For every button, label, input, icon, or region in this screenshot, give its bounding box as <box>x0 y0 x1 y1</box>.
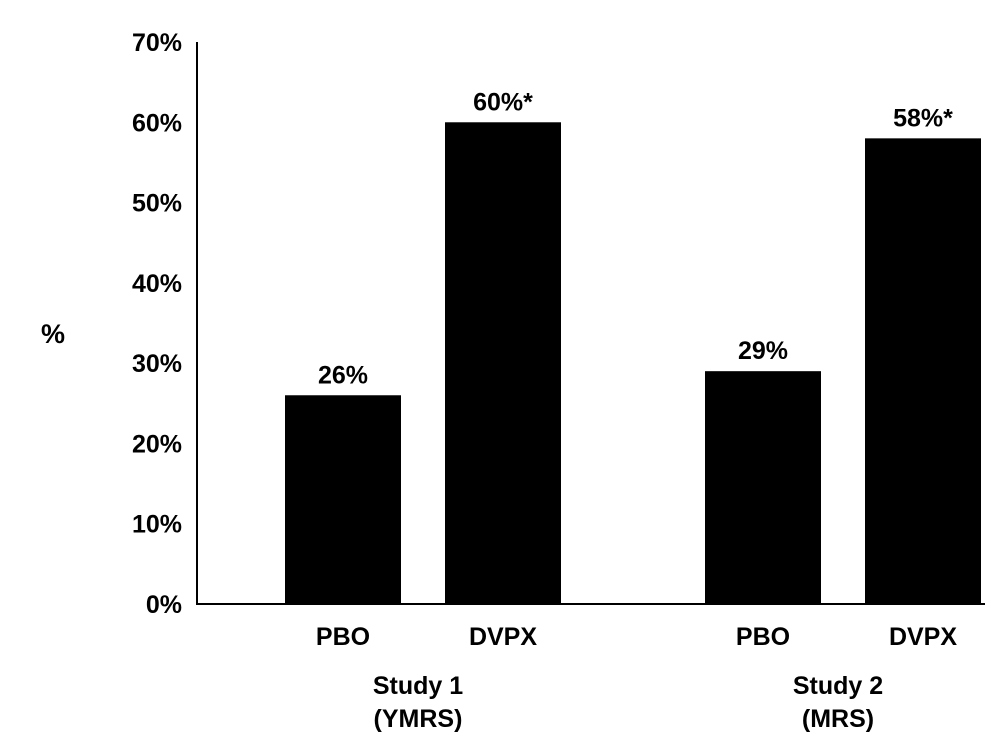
group-label-line1: Study 2 <box>793 672 883 700</box>
y-tick-label: 60% <box>132 109 182 137</box>
y-tick-label: 20% <box>132 430 182 458</box>
bar-dvpx <box>445 122 561 605</box>
bar-pbo <box>285 395 401 604</box>
category-label: PBO <box>736 623 790 651</box>
bar-value-labels: 26% 60%* 29% 58%* <box>318 88 953 389</box>
bars <box>285 122 981 605</box>
y-tick-label: 30% <box>132 350 182 378</box>
group-label-line1: Study 1 <box>373 672 463 700</box>
y-tick-label: 70% <box>132 29 182 57</box>
group-label-line2: (YMRS) <box>374 705 463 733</box>
category-label: DVPX <box>889 623 957 651</box>
bar-value-label: 29% <box>738 337 788 365</box>
y-tick-label: 50% <box>132 190 182 218</box>
y-axis-ticks: 0% 10% 20% 30% 40% 50% 60% 70% <box>132 29 182 619</box>
group-labels: Study 1 (YMRS) Study 2 (MRS) <box>373 672 883 733</box>
category-label: PBO <box>316 623 370 651</box>
bar-dvpx <box>865 138 981 605</box>
y-tick-label: 10% <box>132 511 182 539</box>
y-axis-title: % <box>41 319 65 349</box>
group-label-line2: (MRS) <box>802 705 874 733</box>
category-labels: PBO DVPX PBO DVPX <box>316 623 957 651</box>
bar-value-label: 26% <box>318 361 368 389</box>
bar-value-label: 58%* <box>893 104 953 132</box>
category-label: DVPX <box>469 623 537 651</box>
bar-pbo <box>705 371 821 604</box>
y-tick-label: 40% <box>132 270 182 298</box>
bar-value-label: 60%* <box>473 88 533 116</box>
y-tick-label: 0% <box>146 591 182 619</box>
